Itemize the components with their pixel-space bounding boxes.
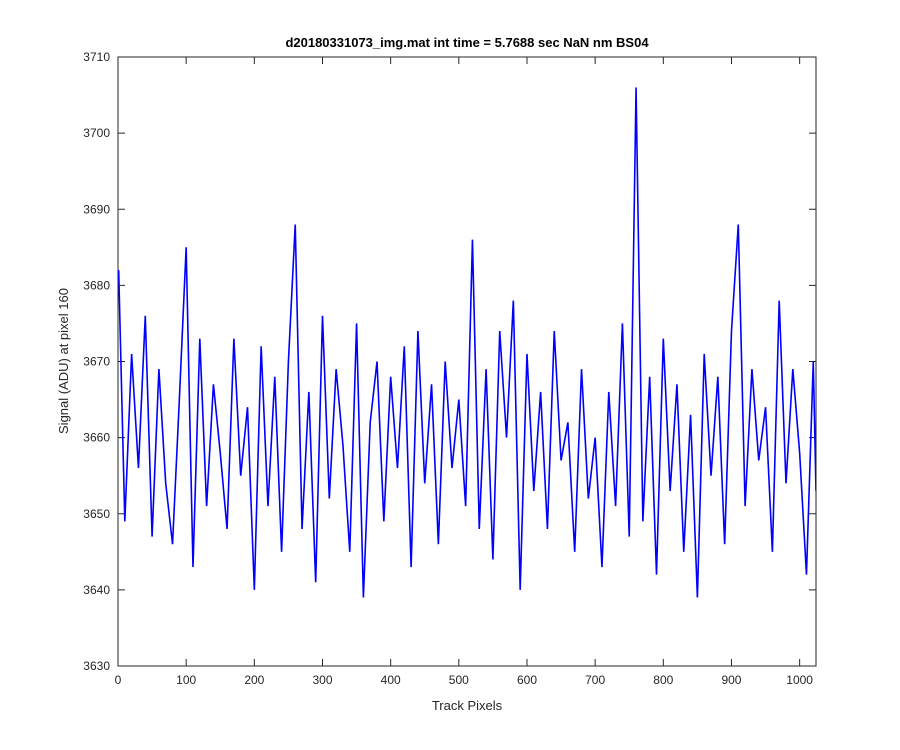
y-axis-label: Signal (ADU) at pixel 160 — [56, 288, 71, 434]
x-tick-label: 200 — [244, 673, 264, 687]
x-tick-label: 300 — [312, 673, 332, 687]
x-tick-label: 500 — [449, 673, 469, 687]
series-layer — [118, 87, 816, 598]
x-tick-label: 700 — [585, 673, 605, 687]
y-tick-label: 3630 — [83, 659, 110, 673]
y-tick-label: 3680 — [83, 278, 110, 292]
tick-marks — [117, 56, 816, 667]
x-tick-label: 800 — [653, 673, 673, 687]
chart-title: d20180331073_img.mat int time = 5.7688 s… — [285, 35, 649, 50]
y-tick-label: 3660 — [83, 431, 110, 445]
plot-area — [117, 56, 817, 667]
x-tick-label: 100 — [176, 673, 196, 687]
x-tick-label: 900 — [721, 673, 741, 687]
x-tick-labels: 0 100 200 300 400 500 600 700 800 900 1000 — [115, 673, 814, 687]
y-tick-label: 3640 — [83, 583, 110, 597]
y-tick-label: 3670 — [83, 355, 110, 369]
y-tick-labels: 3630 3640 3650 3660 3670 3680 3690 3700 3710 — [83, 50, 110, 673]
x-tick-label: 600 — [517, 673, 537, 687]
x-tick-label: 1000 — [786, 673, 813, 687]
series-line-0 — [118, 87, 816, 598]
y-tick-label: 3650 — [83, 507, 110, 521]
x-tick-label: 400 — [381, 673, 401, 687]
y-tick-label: 3690 — [83, 202, 110, 216]
y-tick-label: 3710 — [83, 50, 110, 64]
y-tick-label: 3700 — [83, 126, 110, 140]
x-tick-label: 0 — [115, 673, 122, 687]
x-axis-label: Track Pixels — [432, 698, 503, 713]
